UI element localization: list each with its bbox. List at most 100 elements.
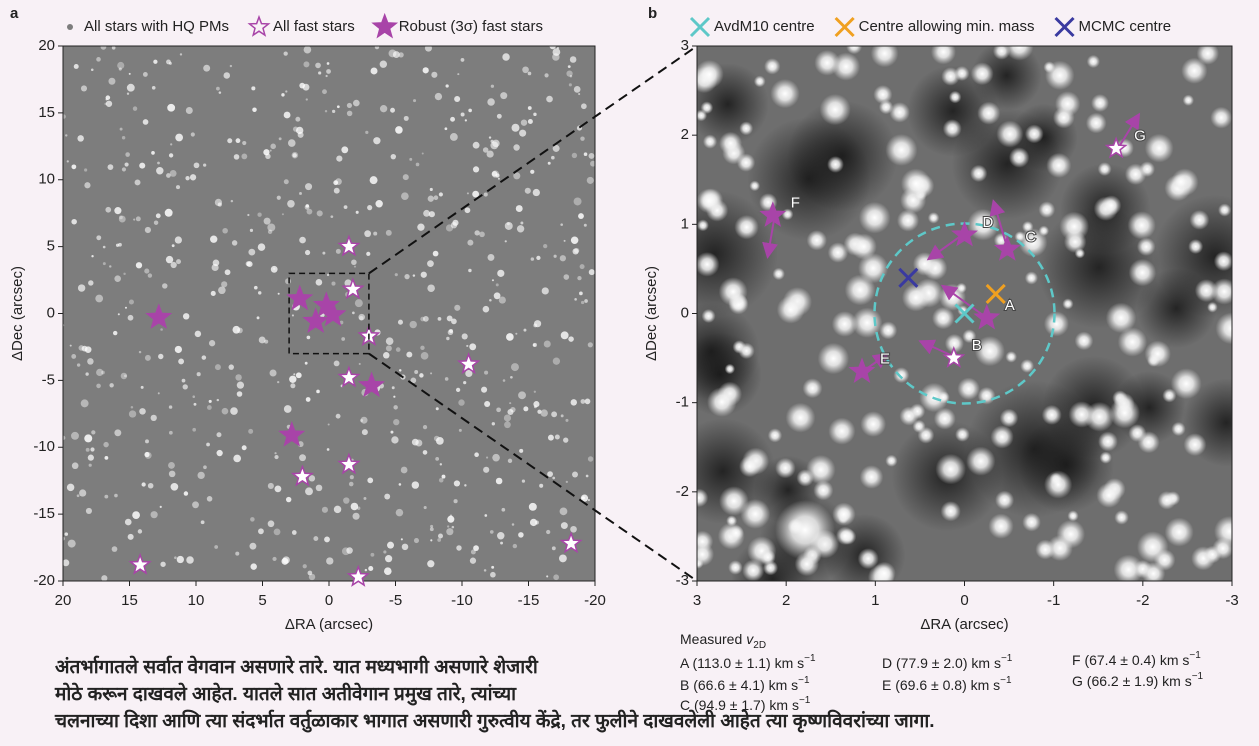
gap <box>166 173 171 178</box>
gap <box>287 200 295 208</box>
gap <box>165 209 173 217</box>
gap <box>427 260 434 267</box>
gap <box>546 96 553 103</box>
star-label: A <box>1005 297 1015 314</box>
blob <box>901 169 931 199</box>
gap <box>70 345 72 347</box>
gap <box>209 340 215 346</box>
gap <box>346 547 353 554</box>
gap <box>375 200 382 207</box>
gap <box>440 463 442 465</box>
gap <box>305 362 308 365</box>
marathi-caption: चलनाच्या दिशा आणि त्या संदर्भात वर्तुळाक… <box>54 709 935 733</box>
blob <box>1035 540 1055 560</box>
panel-label: b <box>648 5 657 22</box>
x-tick-label: -1 <box>1047 592 1060 609</box>
gap <box>468 109 472 113</box>
gap <box>158 392 160 394</box>
gap <box>557 47 559 49</box>
gap <box>95 295 103 303</box>
gap <box>509 402 511 404</box>
gap <box>207 405 212 410</box>
blob <box>742 559 764 581</box>
gap <box>171 262 177 268</box>
gap <box>396 509 404 517</box>
blob <box>749 181 760 192</box>
gap <box>355 299 363 307</box>
blob <box>768 428 782 442</box>
blob <box>1137 237 1155 255</box>
gap <box>413 274 415 276</box>
gap <box>434 195 439 200</box>
blob <box>1045 61 1074 90</box>
gap <box>216 87 220 91</box>
gap <box>468 269 471 272</box>
gap <box>183 313 189 319</box>
gap <box>299 454 306 461</box>
gap <box>201 520 205 524</box>
blob <box>803 378 823 398</box>
gap <box>279 137 282 140</box>
gap <box>533 323 537 327</box>
blob <box>775 458 796 479</box>
blob <box>851 234 877 260</box>
gap <box>533 113 536 116</box>
gap <box>469 343 476 350</box>
blob <box>1025 124 1044 143</box>
gap <box>427 560 434 567</box>
gap <box>525 188 531 194</box>
gap <box>145 355 151 361</box>
blob <box>860 465 884 489</box>
gap <box>71 432 79 440</box>
gap <box>283 556 290 563</box>
gap <box>434 436 440 442</box>
gap <box>113 331 117 335</box>
gap <box>403 174 409 180</box>
gap <box>442 475 446 479</box>
blob <box>764 58 780 74</box>
gap <box>488 254 495 261</box>
gap <box>249 543 256 550</box>
gap <box>450 117 455 122</box>
gap <box>101 371 105 375</box>
gap <box>257 213 261 217</box>
blob <box>1145 341 1171 367</box>
y-tick-label: 0 <box>681 304 689 321</box>
gap <box>479 232 485 238</box>
gap <box>127 93 129 95</box>
gap <box>327 274 329 276</box>
gap <box>258 243 266 251</box>
gap <box>79 489 86 496</box>
gap <box>395 273 398 276</box>
gap <box>77 135 84 142</box>
blob <box>1096 483 1121 508</box>
gap <box>289 376 296 383</box>
gap <box>197 472 204 479</box>
blob <box>770 79 799 108</box>
gap <box>328 423 330 425</box>
blob <box>739 456 760 477</box>
gap <box>162 283 167 288</box>
gap <box>86 508 92 514</box>
gap <box>225 269 231 275</box>
gap <box>87 358 93 364</box>
gap <box>195 331 201 337</box>
gap <box>351 503 358 510</box>
gap <box>473 166 479 172</box>
gap <box>101 575 107 581</box>
blob <box>1022 513 1041 532</box>
gap <box>519 130 526 137</box>
gap <box>492 279 494 281</box>
gap <box>454 96 460 102</box>
gap <box>139 351 141 353</box>
y-tick-label: -2 <box>676 483 689 500</box>
blob <box>786 403 816 433</box>
gap <box>413 99 416 102</box>
gap <box>84 434 92 442</box>
gap <box>548 162 551 165</box>
blob <box>956 283 967 294</box>
gap <box>522 66 529 73</box>
gap <box>569 83 572 86</box>
gap <box>68 540 76 548</box>
gap <box>454 305 460 311</box>
